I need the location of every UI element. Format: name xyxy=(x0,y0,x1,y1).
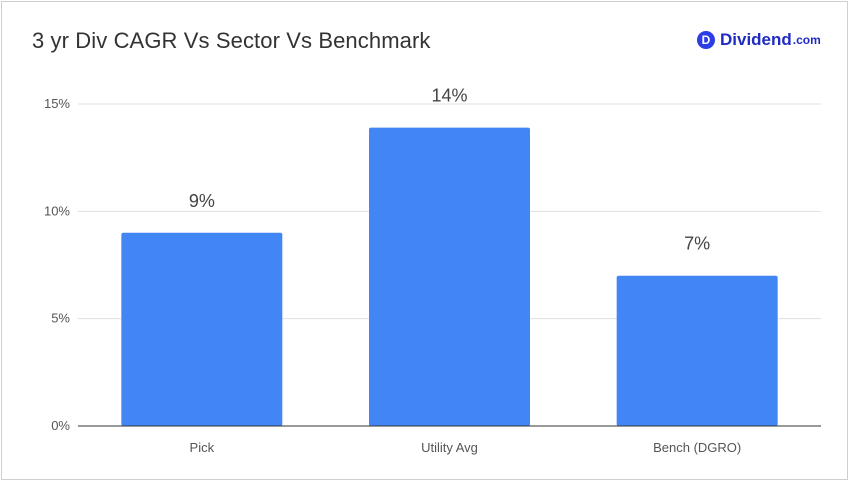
x-tick-label: Utility Avg xyxy=(421,440,478,455)
bar xyxy=(369,127,530,426)
y-tick-label: 15% xyxy=(44,96,70,111)
y-tick-label: 10% xyxy=(44,203,70,218)
bar xyxy=(121,232,283,426)
y-tick-label: 0% xyxy=(51,418,70,433)
logo-name: Dividend xyxy=(720,30,792,49)
data-label: 9% xyxy=(189,191,215,211)
x-tick-label: Bench (DGRO) xyxy=(653,440,741,455)
y-tick-label: 5% xyxy=(51,311,70,326)
data-label: 14% xyxy=(431,86,467,106)
chart-title: 3 yr Div CAGR Vs Sector Vs Benchmark xyxy=(32,28,431,53)
dividend-logo: D Dividend .com xyxy=(697,29,821,51)
logo-suffix: .com xyxy=(792,33,821,47)
data-label: 7% xyxy=(684,234,710,254)
bar xyxy=(616,275,778,426)
x-tick-label: Pick xyxy=(190,440,215,455)
dividend-logo-icon: D xyxy=(697,31,715,49)
